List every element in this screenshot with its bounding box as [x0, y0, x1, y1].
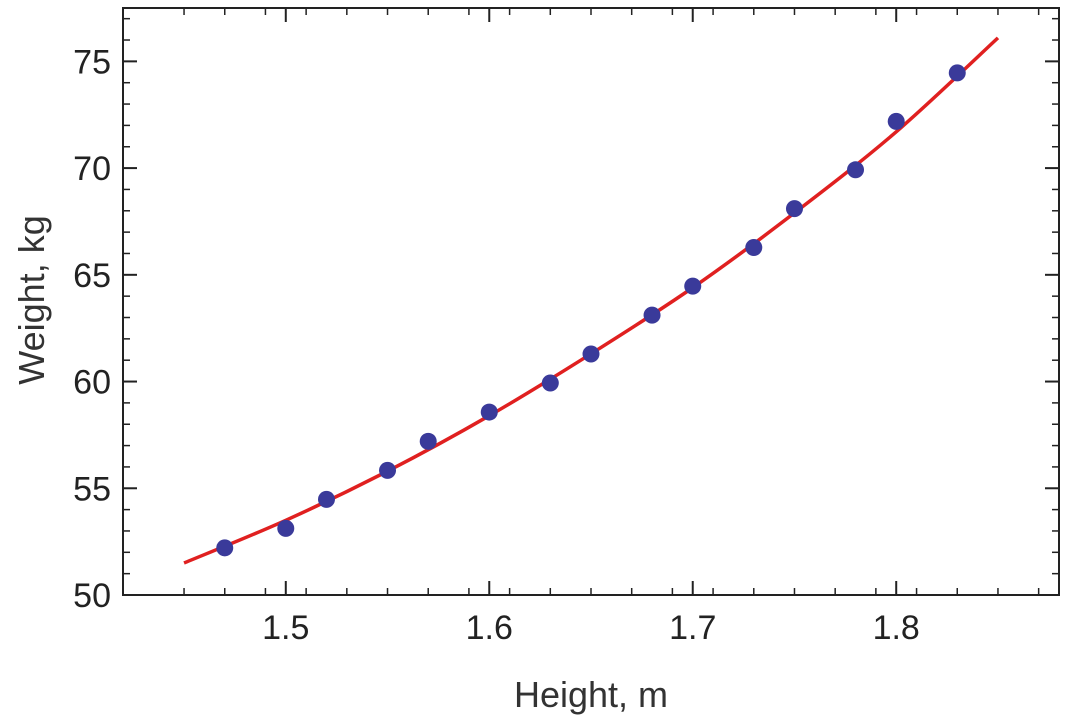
y-tick-label: 70	[73, 150, 111, 188]
data-point	[317, 490, 335, 508]
y-axis-title: Weight, kg	[11, 215, 52, 384]
y-tick-label: 75	[73, 43, 111, 81]
data-point	[948, 64, 966, 82]
plot-frame	[122, 7, 1060, 596]
y-tick-label: 55	[73, 470, 111, 508]
data-point	[541, 374, 559, 392]
data-point	[643, 306, 661, 324]
y-tick-label: 50	[73, 577, 111, 615]
data-point	[480, 403, 498, 421]
data-point	[847, 161, 865, 179]
data-point	[785, 200, 803, 218]
x-tick-label: 1.5	[262, 609, 309, 647]
ticks-layer: 1.5 1.6 1.7 1.8 50 55 60 65 70 75	[73, 8, 1059, 647]
data-point	[582, 345, 600, 363]
y-tick-label: 60	[73, 364, 111, 402]
data-point	[277, 519, 295, 537]
fit-curve-layer	[183, 36, 1000, 565]
data-point	[216, 539, 234, 557]
x-axis-title: Height, m	[514, 674, 668, 715]
data-point	[379, 461, 397, 479]
fit-curve-line	[183, 36, 1000, 565]
x-tick-label: 1.7	[669, 609, 716, 647]
data-point	[419, 432, 437, 450]
y-tick-label: 65	[73, 257, 111, 295]
data-point	[684, 277, 702, 295]
data-point	[745, 238, 763, 256]
x-tick-label: 1.8	[873, 609, 920, 647]
x-tick-label: 1.6	[466, 609, 513, 647]
data-points-layer	[216, 64, 966, 557]
data-point	[887, 112, 905, 130]
